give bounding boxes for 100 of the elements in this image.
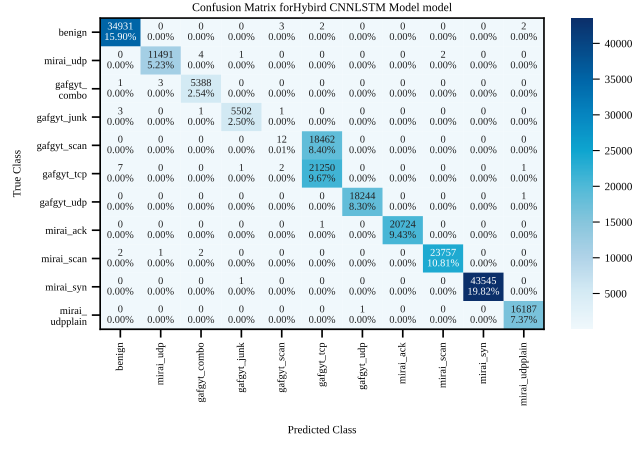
color-bar-label: 5000 (605, 290, 626, 298)
data-label: 0 0.00% (107, 305, 134, 324)
data-label: 0 0.00% (510, 107, 537, 125)
x-tick-label: gafgyt_udp (358, 342, 368, 390)
data-label: 0 0.00% (510, 50, 537, 68)
data-label: 0 0.00% (470, 220, 497, 238)
x-tick-label: mirai_ack (398, 342, 407, 384)
data-label: 34931 15.90% (105, 22, 136, 40)
data-label: 0 0.00% (268, 50, 295, 68)
data-label: 0 0.00% (390, 22, 416, 40)
x-tick-label: benign (116, 342, 126, 371)
data-label: 4 0.00% (188, 50, 214, 68)
data-label: 0 0.00% (430, 22, 456, 40)
data-label: 0 0.00% (430, 305, 456, 324)
data-label: 0 0.00% (309, 79, 336, 97)
data-label: 0 0.00% (188, 277, 214, 295)
data-label: 1 0.00% (107, 79, 134, 97)
data-label: 0 0.00% (390, 277, 416, 295)
data-label: 0 0.00% (148, 220, 174, 238)
data-label: 5502 2.50% (228, 107, 254, 125)
data-label: 0 0.00% (107, 277, 134, 295)
x-tick-label: gafgyt_combo (196, 342, 206, 402)
y-tick-label: mirai_scan (41, 255, 87, 264)
data-label: 2 0.00% (309, 22, 336, 40)
data-label: 0 0.00% (510, 277, 537, 295)
x-axis-title: Predicted Class (288, 426, 356, 434)
data-label: 0 0.00% (188, 164, 214, 182)
y-tick-label: gafgyt_udp (40, 198, 87, 208)
x-tick-label: gafgyt_scan (276, 342, 287, 392)
data-label: 0 0.00% (349, 79, 376, 97)
data-label: 0 0.00% (390, 107, 416, 125)
data-label: 0 0.00% (390, 50, 416, 68)
data-label: 0 0.00% (107, 136, 134, 154)
data-label: 0 0.00% (188, 305, 214, 324)
chart-title: Confusion Matrix forHybird CNNLSTM Model model (192, 2, 452, 14)
data-label: 0 0.00% (268, 277, 295, 295)
data-label: 0 0.00% (470, 192, 497, 210)
data-label: 2 0.00% (430, 50, 456, 68)
y-tick-label: gafgyt_tcp (42, 170, 87, 180)
data-label: 0 0.00% (470, 50, 497, 68)
data-label: 0 0.00% (470, 305, 497, 324)
data-label: 3 0.00% (268, 22, 295, 40)
data-label: 0 0.00% (510, 248, 537, 266)
color-bar-label: 20000 (605, 182, 632, 190)
data-label: 0 0.00% (107, 50, 134, 68)
data-label: 0 0.00% (349, 136, 376, 154)
color-bar-label: 40000 (604, 40, 632, 48)
data-label: 0 0.00% (148, 136, 174, 154)
x-tick-label: mirai_udpplain (519, 342, 529, 406)
data-label: 0 0.00% (470, 107, 497, 125)
data-label: 0 0.00% (309, 192, 336, 210)
data-label: 0 0.00% (148, 22, 174, 40)
y-tick-label: gafgyt_junk (37, 113, 87, 123)
data-label: 0 0.00% (390, 305, 416, 324)
data-label: 1 0.00% (228, 277, 254, 295)
data-label: 0 0.00% (148, 277, 174, 295)
data-label: 18244 8.30% (349, 192, 376, 210)
data-label: 0 0.00% (349, 248, 376, 266)
data-label: 0 0.00% (470, 164, 497, 182)
data-label: 1 0.00% (349, 305, 376, 324)
color-bar-label: 30000 (605, 111, 632, 119)
data-label: 0 0.00% (148, 107, 174, 125)
data-label: 0 0.00% (228, 136, 254, 154)
data-label: 7 0.00% (107, 164, 134, 182)
data-label: 2 0.00% (510, 22, 537, 40)
data-label: 1 0.00% (268, 107, 295, 125)
data-label: 1 0.00% (148, 248, 174, 266)
data-label: 2 0.00% (268, 164, 295, 182)
color-bar-label: 15000 (606, 218, 632, 226)
data-label: 0 0.00% (228, 192, 254, 210)
data-label: 0 0.00% (148, 305, 174, 324)
data-label: 0 0.00% (430, 277, 456, 295)
y-axis-title: True Class (12, 150, 20, 198)
data-label: 0 0.00% (188, 136, 214, 154)
data-label: 0 0.00% (268, 220, 295, 238)
data-label: 0 0.00% (430, 136, 456, 154)
data-label: 0 0.00% (430, 220, 456, 238)
data-label: 0 0.00% (309, 305, 336, 324)
data-label: 1 0.00% (309, 220, 336, 238)
data-label: 2 0.00% (107, 248, 134, 266)
data-label: 1 0.00% (510, 164, 537, 182)
data-label: 0 0.00% (228, 22, 254, 40)
data-label: 0 0.00% (390, 136, 416, 154)
data-label: 0 0.00% (188, 192, 214, 210)
data-label: 0 0.00% (268, 248, 295, 266)
data-label: 23757 10.81% (428, 248, 459, 266)
data-label: 0 0.00% (268, 79, 295, 97)
data-label: 0 0.00% (470, 22, 497, 40)
data-label: 18462 8.40% (309, 136, 336, 154)
data-label: 0 0.00% (510, 79, 537, 97)
data-label: 0 0.00% (188, 220, 214, 238)
data-label: 0 0.00% (268, 192, 295, 210)
data-label: 43545 19.82% (468, 277, 500, 295)
data-label: 0 0.00% (228, 248, 254, 266)
data-label: 0 0.00% (430, 79, 456, 97)
data-label: 0 0.00% (430, 107, 456, 125)
y-tick-label: mirai_udp (44, 56, 87, 66)
data-label: 0 0.00% (309, 50, 336, 68)
color-bar-label: 10000 (606, 254, 632, 262)
data-label: 0 0.00% (349, 164, 376, 182)
